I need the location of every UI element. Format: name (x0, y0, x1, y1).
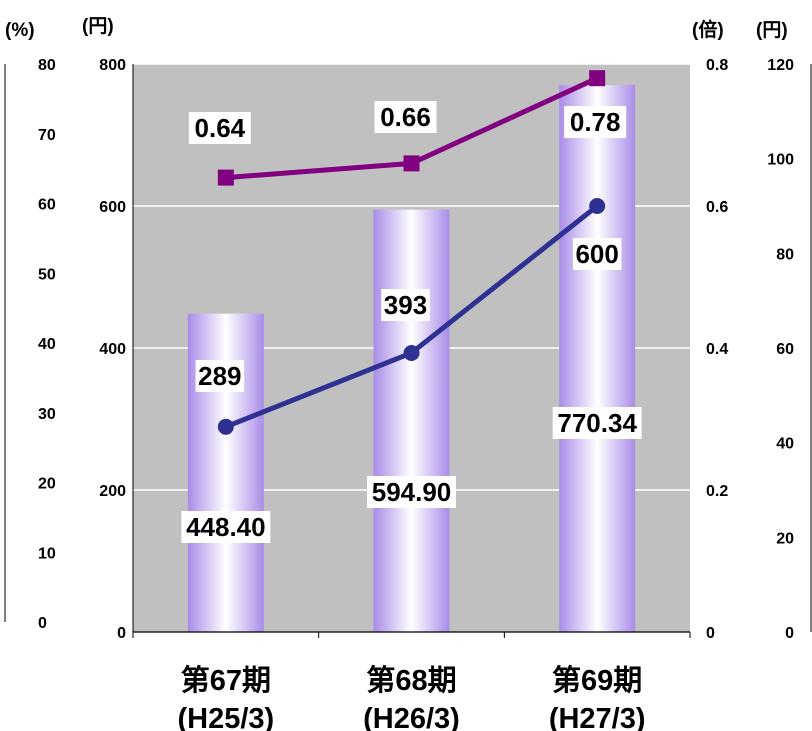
bars (187, 85, 636, 633)
series-1-point-1 (217, 418, 234, 435)
series-1-point-3 (589, 198, 606, 214)
series-2-point-3 (589, 70, 606, 87)
bar-value-label-2-box (367, 476, 456, 508)
bar-value-label-2-text: 594.90 (372, 477, 452, 507)
far-right-axis-unit: (円) (756, 20, 788, 41)
bar-value-label-3: 770.34 (552, 407, 642, 439)
right-axis-tick-label: 0.4 (706, 341, 728, 358)
square-series-label-2-box (374, 101, 437, 133)
far-left-axis-tick-label: 50 (38, 266, 56, 283)
circle-series-label-2-text: 393 (384, 290, 427, 320)
far-right-axis-tick-label: 20 (776, 530, 794, 547)
right-axis-tick-label: 0 (706, 625, 715, 642)
square-series-label-2: 0.66 (374, 101, 437, 133)
far-right-axis-tick-label: 40 (776, 436, 794, 453)
category-label-1: 第67期 (181, 663, 271, 697)
left-axis-tick-label: 0 (117, 625, 126, 642)
circle-series-label-1: 289 (195, 360, 245, 392)
axes: 80060040020000.80.60.40.2080706050403020… (4, 57, 812, 731)
circle-series-label-3-text: 600 (575, 239, 618, 269)
bar-value-label-2: 594.90 (367, 476, 456, 508)
right-axis-tick-label: 0.2 (706, 483, 728, 500)
left-axis-unit: (円) (82, 16, 114, 37)
series-1-point-2 (403, 344, 420, 361)
bar-value-label-3-text: 770.34 (557, 408, 637, 438)
far-left-axis-unit: (%) (5, 20, 35, 41)
left-axis-tick-label: 200 (99, 483, 126, 500)
data-labels: 448.40 594.90 770.34 289 393 600 0.64 0.66 0.78 (181, 101, 642, 543)
left-axis-tick-label: 400 (99, 341, 126, 358)
bar-value-label-1-box (181, 511, 271, 543)
square-series-label-1-text: 0.64 (195, 113, 246, 143)
far-left-axis-tick-label: 80 (38, 57, 56, 74)
series-lines (217, 70, 606, 435)
circle-series-label-2-box (381, 289, 430, 321)
right-axis-tick-label: 0.8 (706, 57, 728, 74)
far-left-axis-tick-label: 20 (38, 476, 56, 493)
series-2-point-2 (403, 155, 420, 172)
far-left-axis-tick-label: 40 (38, 336, 56, 353)
category-label-3: 第69期 (552, 663, 642, 697)
square-series-label-1-box (188, 112, 251, 144)
right-axis-unit: (倍) (692, 18, 724, 41)
square-series-label-1: 0.64 (188, 112, 251, 144)
far-right-axis-tick-label: 120 (767, 57, 794, 74)
bar-value-label-1-text: 448.40 (186, 512, 266, 542)
square-series-label-2-text: 0.66 (380, 102, 431, 132)
far-left-axis-tick-label: 10 (38, 545, 56, 562)
square-series-label-3-box (564, 106, 627, 138)
bar-3 (559, 85, 636, 633)
far-left-axis-tick-label: 60 (38, 197, 56, 214)
bar-value-label-1: 448.40 (181, 511, 271, 543)
circle-series-label-1-box (195, 360, 245, 392)
bar-value-label-3-box (552, 407, 642, 439)
square-series-label-3-text: 0.78 (570, 107, 621, 137)
far-right-axis-tick-label: 100 (767, 152, 794, 169)
category-sublabel-3: (H27/3) (549, 703, 646, 731)
category-sublabel-1: (H25/3) (177, 703, 274, 731)
bar-2 (373, 209, 450, 632)
category-sublabel-2: (H26/3) (363, 703, 460, 731)
circle-series-label-1-text: 289 (198, 361, 241, 391)
circle-series-label-3-box (572, 238, 622, 270)
left-axis-tick-label: 600 (99, 199, 126, 216)
far-right-axis-tick-label: 0 (785, 625, 794, 642)
square-series-label-3: 0.78 (564, 106, 627, 138)
left-axis-tick-label: 800 (99, 57, 126, 74)
right-axis-tick-label: 0.6 (706, 199, 728, 216)
far-left-axis-tick-label: 30 (38, 406, 56, 423)
far-left-axis-tick-label: 0 (38, 615, 47, 632)
category-label-2: 第68期 (366, 663, 456, 697)
far-left-axis-tick-label: 70 (38, 127, 56, 144)
series-2-point-1 (217, 169, 234, 186)
far-right-axis-tick-label: 60 (776, 341, 794, 358)
circle-series-label-3: 600 (572, 238, 622, 270)
circle-series-label-2: 393 (381, 289, 430, 321)
far-right-axis-tick-label: 80 (776, 246, 794, 263)
